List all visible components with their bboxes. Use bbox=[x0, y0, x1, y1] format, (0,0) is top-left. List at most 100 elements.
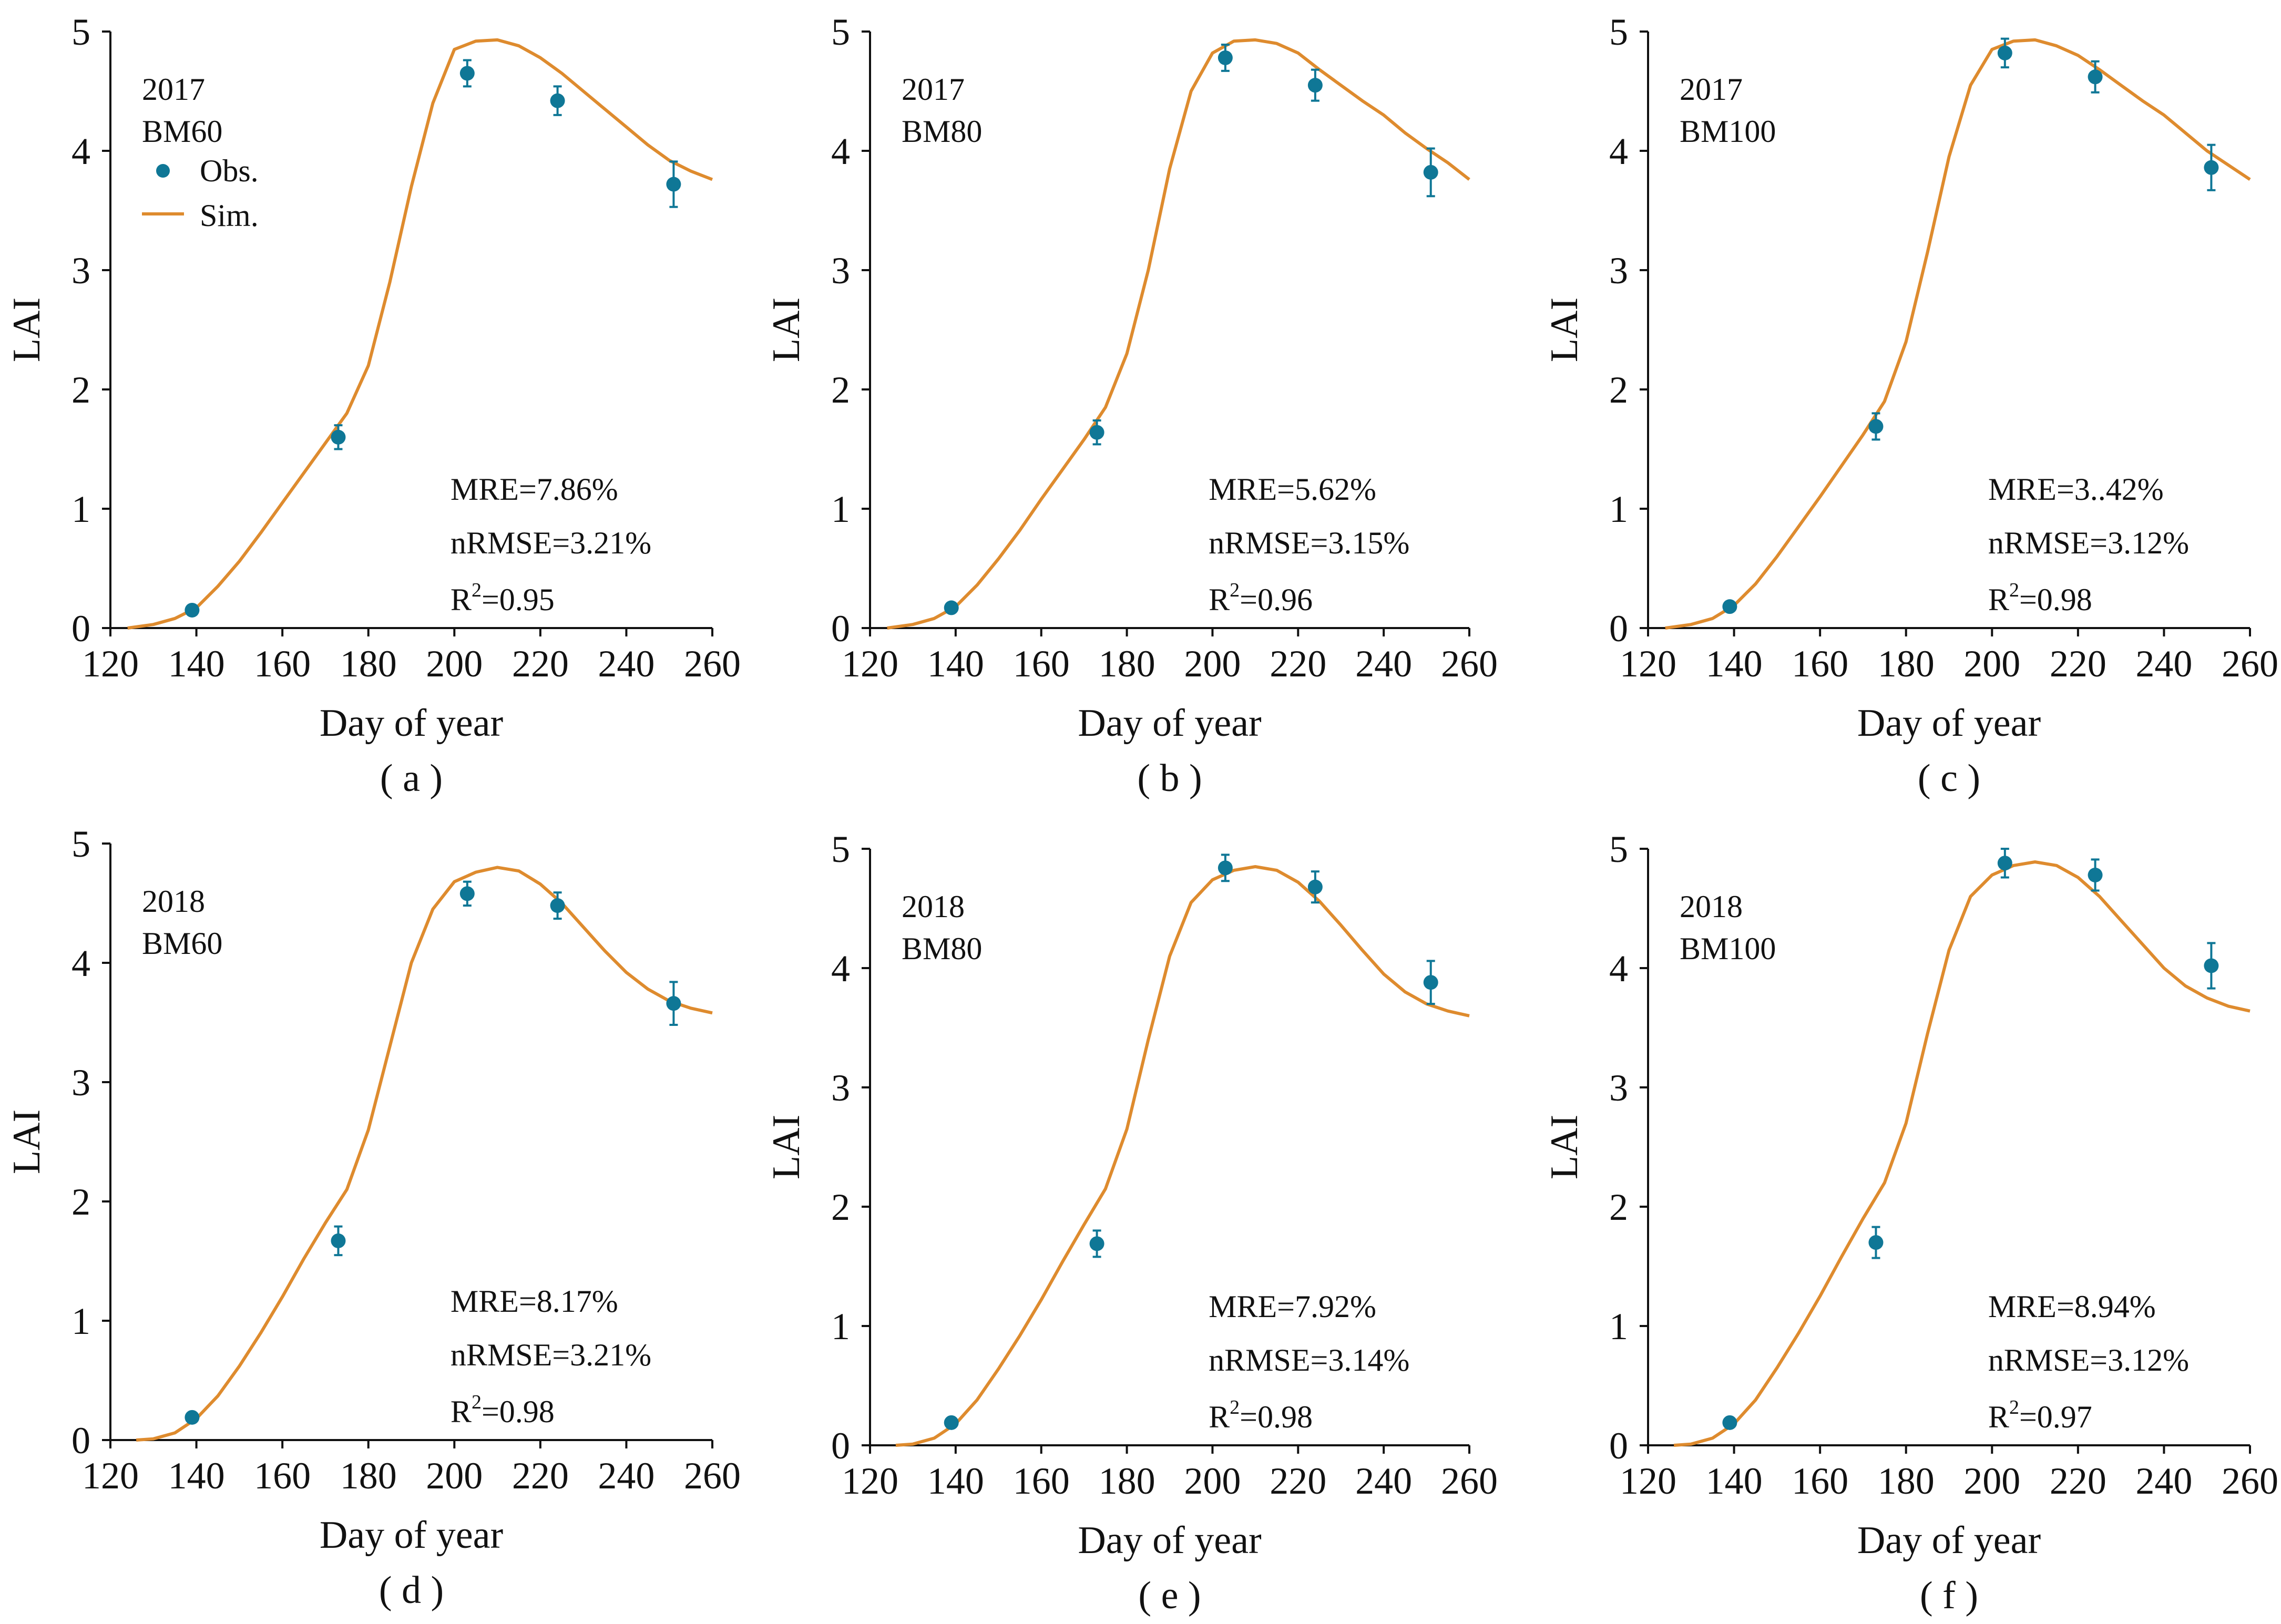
y-tick-label: 0 bbox=[1609, 1425, 1628, 1467]
x-tick-label: 160 bbox=[254, 643, 311, 685]
x-tick-label: 200 bbox=[1963, 643, 2020, 685]
x-tick-label: 260 bbox=[2222, 643, 2278, 685]
treatment-label: BM60 bbox=[142, 114, 222, 149]
y-tick-label: 4 bbox=[831, 130, 850, 172]
x-tick-label: 180 bbox=[1099, 643, 1155, 685]
obs-point bbox=[1423, 975, 1438, 990]
r2-prefix: R bbox=[1988, 1400, 2009, 1434]
x-axis-label: Day of year bbox=[1857, 702, 2041, 745]
y-tick-label: 5 bbox=[831, 11, 850, 53]
y-tick-label: 2 bbox=[71, 369, 90, 411]
obs-point bbox=[185, 1410, 200, 1425]
x-tick-label: 120 bbox=[1620, 1460, 1676, 1502]
y-tick-label: 3 bbox=[831, 1067, 850, 1109]
treatment-label: BM100 bbox=[1680, 931, 1776, 966]
x-tick-label: 180 bbox=[1878, 1460, 1935, 1502]
x-tick-label: 120 bbox=[842, 1460, 898, 1502]
x-tick-label: 120 bbox=[842, 643, 898, 685]
x-tick-label: 240 bbox=[598, 1455, 654, 1497]
y-tick-label: 5 bbox=[71, 823, 90, 865]
obs-point bbox=[1089, 1236, 1104, 1251]
x-tick-label: 220 bbox=[512, 1455, 569, 1497]
obs-point bbox=[1997, 45, 2012, 60]
r2-prefix: R bbox=[1209, 1400, 1230, 1434]
obs-point bbox=[1868, 1235, 1884, 1250]
treatment-label: BM80 bbox=[902, 114, 982, 149]
x-axis-label: Day of year bbox=[1078, 1519, 1261, 1562]
x-tick-label: 220 bbox=[1270, 643, 1326, 685]
r2-superscript: 2 bbox=[1230, 1396, 1240, 1419]
panel-caption: ( a ) bbox=[380, 757, 443, 800]
year-label: 2017 bbox=[142, 72, 205, 107]
panel-e: 120 140 160 180 200 220 240 260 0 1 2 3 4 5 Day of yea… bbox=[765, 828, 1498, 1617]
y-tick-label: 0 bbox=[831, 1425, 850, 1467]
x-tick-label: 140 bbox=[1706, 643, 1763, 685]
x-axis-label: Day of year bbox=[1857, 1519, 2041, 1562]
obs-point bbox=[944, 600, 959, 615]
obs-point bbox=[2088, 69, 2103, 85]
r2-superscript: 2 bbox=[472, 579, 482, 601]
treatment-label: BM80 bbox=[902, 931, 982, 966]
year-label: 2017 bbox=[902, 72, 965, 107]
r2-value: =0.98 bbox=[1240, 1400, 1313, 1434]
obs-point bbox=[1868, 419, 1884, 434]
y-axis-label: LAI bbox=[5, 297, 48, 362]
y-tick-label: 4 bbox=[71, 130, 90, 172]
x-tick-label: 160 bbox=[254, 1455, 311, 1497]
y-tick-label: 5 bbox=[71, 11, 90, 53]
nrmse-stat: nRMSE=3.12% bbox=[1988, 1343, 2189, 1378]
nrmse-stat: nRMSE=3.21% bbox=[451, 1338, 651, 1372]
mre-stat: MRE=8.17% bbox=[451, 1284, 618, 1319]
obs-point bbox=[2088, 867, 2103, 882]
y-tick-label: 2 bbox=[1609, 369, 1628, 411]
mre-stat: MRE=8.94% bbox=[1988, 1289, 2156, 1324]
obs-point bbox=[459, 886, 475, 901]
obs-point bbox=[331, 1233, 346, 1248]
r2-superscript: 2 bbox=[2009, 579, 2019, 601]
r2-stat: R2=0.98 bbox=[1209, 1396, 1313, 1434]
x-tick-label: 240 bbox=[2135, 643, 2192, 685]
x-tick-label: 260 bbox=[2222, 1460, 2278, 1502]
y-tick-label: 2 bbox=[831, 1186, 850, 1228]
mre-stat: MRE=3..42% bbox=[1988, 472, 2164, 507]
x-tick-label: 180 bbox=[1099, 1460, 1155, 1502]
sim-line bbox=[1673, 860, 2251, 1447]
y-tick-label: 5 bbox=[831, 828, 850, 870]
x-tick-label: 240 bbox=[1355, 1460, 1412, 1502]
x-tick-label: 220 bbox=[2050, 643, 2106, 685]
x-axis-label: Day of year bbox=[1078, 702, 1261, 745]
panel-caption: ( c ) bbox=[1918, 757, 1980, 800]
x-tick-label: 140 bbox=[927, 643, 984, 685]
year-label: 2018 bbox=[1680, 889, 1743, 924]
y-tick-label: 3 bbox=[71, 250, 90, 292]
y-tick-label: 3 bbox=[1609, 250, 1628, 292]
obs-point bbox=[185, 602, 200, 618]
x-tick-label: 160 bbox=[1792, 1460, 1848, 1502]
r2-value: =0.98 bbox=[482, 1394, 555, 1429]
y-tick-label: 5 bbox=[1609, 828, 1628, 870]
y-tick-label: 5 bbox=[1609, 11, 1628, 53]
x-tick-label: 260 bbox=[1441, 1460, 1498, 1502]
x-tick-label: 240 bbox=[2135, 1460, 2192, 1502]
r2-superscript: 2 bbox=[2009, 1396, 2019, 1419]
legend: Obs. Sim. bbox=[142, 153, 259, 233]
y-tick-label: 2 bbox=[1609, 1186, 1628, 1228]
x-tick-label: 240 bbox=[1355, 643, 1412, 685]
x-tick-label: 260 bbox=[684, 643, 741, 685]
y-tick-label: 4 bbox=[831, 948, 850, 990]
x-tick-label: 200 bbox=[426, 643, 483, 685]
y-tick-label: 4 bbox=[71, 942, 90, 984]
r2-prefix: R bbox=[1209, 582, 1230, 617]
r2-superscript: 2 bbox=[1230, 579, 1240, 601]
panel-caption: ( e ) bbox=[1138, 1574, 1201, 1617]
obs-point bbox=[1307, 879, 1323, 895]
x-tick-label: 140 bbox=[168, 1455, 225, 1497]
obs-point bbox=[2204, 160, 2219, 175]
mre-stat: MRE=7.86% bbox=[451, 472, 618, 507]
y-tick-label: 0 bbox=[831, 608, 850, 650]
x-tick-label: 220 bbox=[1270, 1460, 1326, 1502]
treatment-label: BM100 bbox=[1680, 114, 1776, 149]
x-axis-label: Day of year bbox=[320, 1514, 503, 1557]
x-tick-label: 200 bbox=[1963, 1460, 2020, 1502]
